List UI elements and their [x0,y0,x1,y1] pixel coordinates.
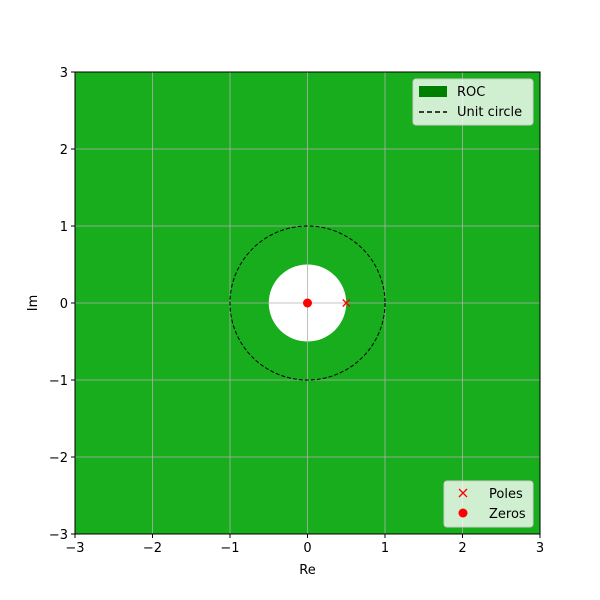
unit-circle [229,225,386,381]
x-tick-label: 1 [381,541,389,556]
legend-zeros-label: Zeros [489,507,526,522]
x-tick-label: 0 [303,541,311,556]
legend-zeros-marker [458,508,468,518]
legend-poles-marker [458,488,468,498]
legend-poles-label: Poles [489,487,523,502]
legend-roc-label: ROC [457,85,485,100]
legend-poles-zeros: Poles Zeros [443,480,534,528]
zero-marker [303,298,312,308]
y-axis-label: Im [26,295,41,312]
legend-roc-unit-circle: ROC Unit circle [412,78,534,126]
pole-marker [342,299,351,307]
x-tick-label: 2 [458,541,466,556]
y-tick-label: −3 [49,528,68,543]
legend-unit-circle-label: Unit circle [457,105,522,120]
y-tick-label: 2 [60,143,68,158]
legend-roc-swatch [419,86,447,97]
y-tick-label: −1 [49,374,68,389]
plot-area [75,72,540,534]
y-tick-label: −2 [49,451,68,466]
x-tick-label: −3 [65,541,84,556]
y-tick-label: 1 [60,220,68,235]
x-tick-label: −1 [220,541,239,556]
x-tick-label: −2 [143,541,162,556]
y-tick-label: 0 [60,297,68,312]
x-axis-label: Re [299,563,315,578]
x-tick-label: 3 [536,541,544,556]
axes: −3 −2 −1 0 1 2 3 −3 −2 −1 0 1 2 3 [49,66,544,556]
y-tick-label: 3 [60,66,68,81]
